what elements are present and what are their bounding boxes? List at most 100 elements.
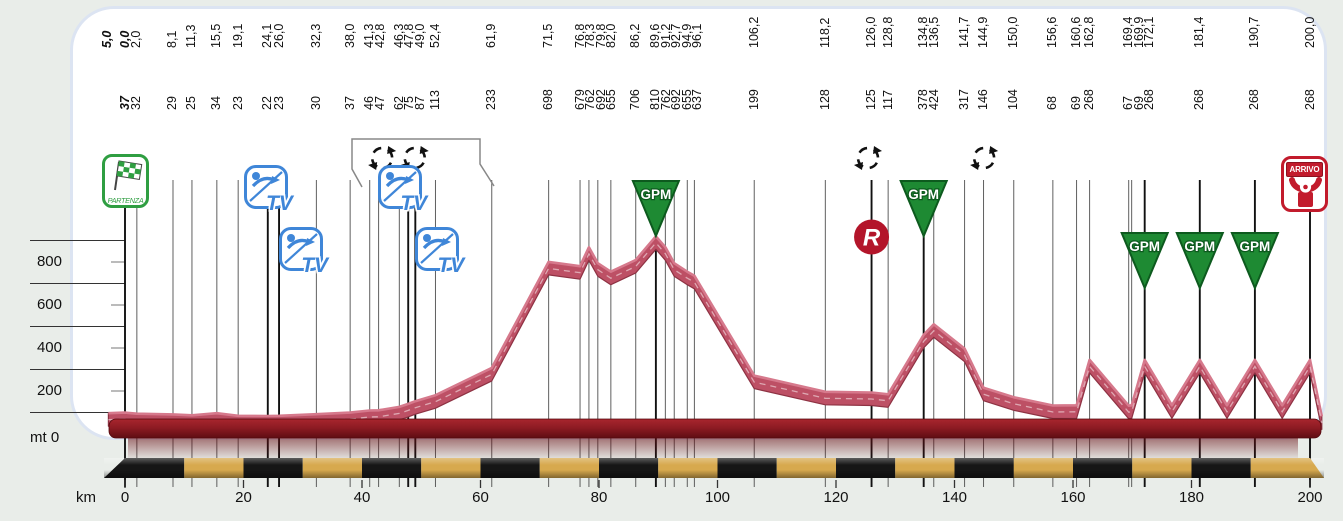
km-label: 144,9 xyxy=(976,17,990,48)
lap-circuit-icon xyxy=(970,146,999,170)
km-label: 2,0 xyxy=(129,30,144,48)
start-label: PARTENZA xyxy=(107,196,144,205)
km-label: 8,1 xyxy=(165,30,180,48)
x-axis-label: 100 xyxy=(704,489,731,506)
elevation-label: 34 xyxy=(209,96,224,110)
cyclist-icon xyxy=(383,171,417,202)
km-label: 15,5 xyxy=(209,23,224,48)
km-label: 32,3 xyxy=(308,23,323,48)
km-label: 128,8 xyxy=(881,17,895,48)
elevation-label: 698 xyxy=(541,89,556,110)
elevation-label: 424 xyxy=(926,89,941,110)
gpm-icon: GPM xyxy=(1175,232,1225,291)
elevation-label: 268 xyxy=(1192,89,1207,110)
km-label: 71,5 xyxy=(541,23,556,48)
elevation-label: 706 xyxy=(628,89,643,110)
profile-centerline xyxy=(108,241,1323,424)
km-label: 82,0 xyxy=(604,23,619,48)
svg-text:GPM: GPM xyxy=(1184,239,1215,254)
km-label: 19,1 xyxy=(230,23,245,48)
x-axis-label: 180 xyxy=(1178,489,1205,506)
km-label: 42,8 xyxy=(372,23,387,48)
tv-sprint-icon: TV xyxy=(279,227,328,277)
km-label: 126,0 xyxy=(864,17,878,48)
km-label: 96,1 xyxy=(690,23,705,48)
km-label: 52,4 xyxy=(427,23,442,48)
elevation-label: 146 xyxy=(976,89,991,110)
winner-figure-icon xyxy=(1289,177,1322,207)
elevation-label: 655 xyxy=(604,89,619,110)
tv-label: TV xyxy=(301,254,329,277)
svg-text:GPM: GPM xyxy=(1129,239,1160,254)
elevation-label: 37 xyxy=(342,96,357,110)
km-label: 86,2 xyxy=(628,23,643,48)
km-label: 172,1 xyxy=(1142,17,1156,48)
cyclist-icon xyxy=(249,171,283,202)
start-flag-icon: PARTENZA xyxy=(102,154,149,208)
elevation-label: 25 xyxy=(184,96,199,110)
elevation-label: 637 xyxy=(690,89,705,110)
tv-sprint-icon: TV xyxy=(415,227,464,277)
elevation-label: 113 xyxy=(427,90,442,110)
y-axis-label: 400 xyxy=(36,339,62,356)
svg-text:GPM: GPM xyxy=(1240,239,1271,254)
elevation-label: 317 xyxy=(957,89,972,110)
x-axis-label: 120 xyxy=(823,489,849,506)
elevation-label: 87 xyxy=(412,96,427,110)
checkered-flag-icon xyxy=(113,160,142,191)
lap-circuit-icon xyxy=(368,146,397,170)
elevation-label: 233 xyxy=(484,89,499,110)
profile-top-edge xyxy=(108,235,1324,418)
cyclist-icon xyxy=(284,233,318,264)
x-axis-label: 80 xyxy=(590,489,608,506)
elevation-zero-label: mt 0 xyxy=(30,429,60,446)
gpm-icon: GPM xyxy=(1230,232,1280,291)
road-shadow xyxy=(128,438,1298,461)
finish-label: ARRIVO xyxy=(1286,162,1323,177)
km-label: 181,4 xyxy=(1192,17,1206,48)
gpm-icon: GPM xyxy=(1120,232,1170,291)
lap-bracket xyxy=(351,138,495,188)
elevation-label: 68 xyxy=(1045,96,1060,110)
svg-text:GPM: GPM xyxy=(640,187,671,202)
svg-text:GPM: GPM xyxy=(908,187,939,202)
elevation-label: 268 xyxy=(1082,89,1097,110)
feed-zone-icon: R xyxy=(854,219,890,255)
elevation-label: 268 xyxy=(1302,89,1317,110)
km-label: 200,0 xyxy=(1303,17,1317,48)
elevation-label: 128 xyxy=(817,89,832,110)
tv-sprint-icon: TV xyxy=(378,165,427,215)
elevation-label: 125 xyxy=(864,89,879,110)
km-label: 150,0 xyxy=(1006,17,1020,48)
y-axis-label: 800 xyxy=(36,253,62,270)
elevation-label: 117 xyxy=(880,90,895,110)
km-label: 5,0 xyxy=(99,30,114,48)
km-label: 190,7 xyxy=(1247,17,1261,48)
distance-unit-label: km xyxy=(76,489,96,506)
elevation-label: 23 xyxy=(271,96,286,110)
x-axis-label: 60 xyxy=(472,489,489,506)
tv-label: TV xyxy=(437,254,465,277)
tv-sprint-icon: TV xyxy=(243,165,293,215)
km-label: 156,6 xyxy=(1045,17,1059,48)
elevation-label: 30 xyxy=(308,96,323,110)
km-label: 26,0 xyxy=(271,23,286,48)
finish-icon: ARRIVO xyxy=(1281,156,1328,212)
km-label: 136,5 xyxy=(927,17,941,48)
road-band xyxy=(108,418,1322,439)
km-label: 49,0 xyxy=(412,23,427,48)
km-label: 162,8 xyxy=(1082,17,1096,48)
elevation-label: 23 xyxy=(230,96,245,110)
tv-label: TV xyxy=(265,192,293,215)
tv-label: TV xyxy=(400,192,428,215)
x-axis-label: 20 xyxy=(235,489,252,506)
cyclist-icon xyxy=(420,233,455,264)
elevation-label: 29 xyxy=(165,96,180,110)
x-axis-label: 40 xyxy=(353,489,371,506)
gpm-icon: GPM xyxy=(899,180,949,239)
x-axis-label: 160 xyxy=(1060,489,1086,506)
hazard-stripe-band xyxy=(104,458,1324,478)
km-label: 118,2 xyxy=(818,18,832,48)
